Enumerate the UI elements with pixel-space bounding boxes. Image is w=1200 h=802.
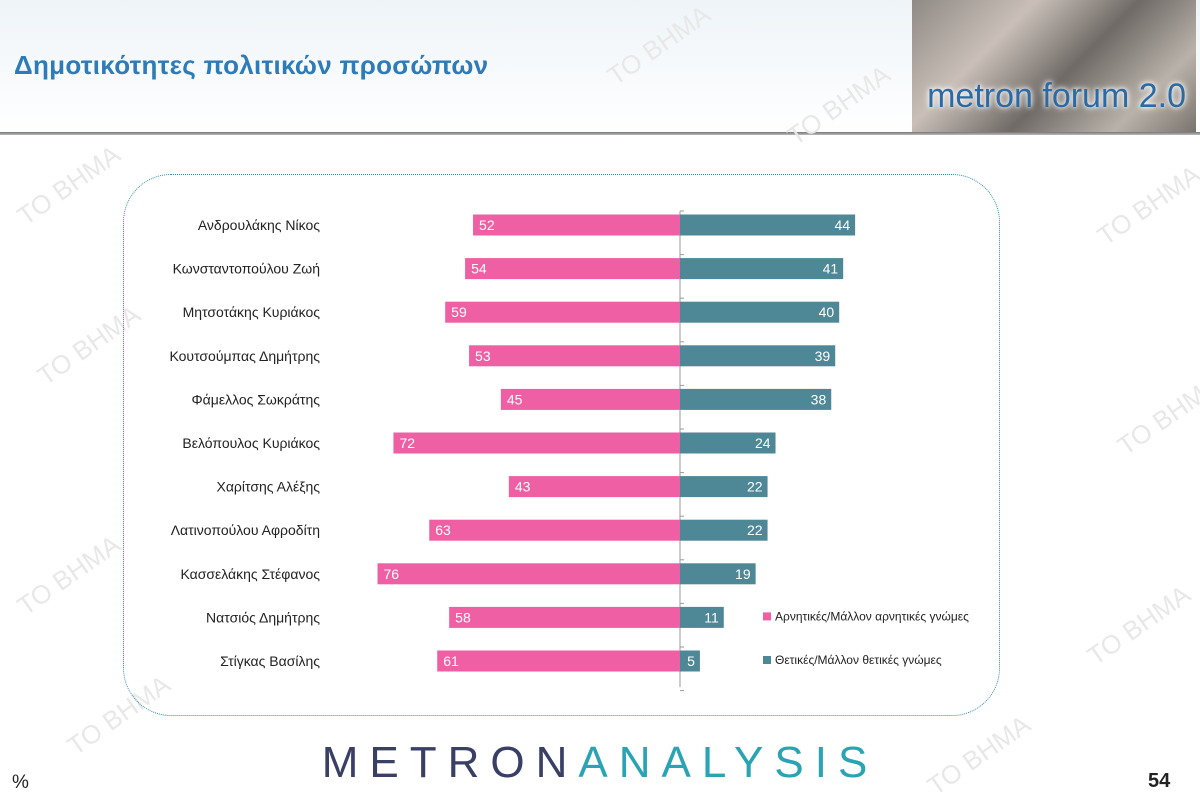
legend-label-positive: Θετικές/Μάλλον θετικές γνώμες	[775, 653, 942, 667]
data-label-positive: 22	[747, 479, 763, 495]
bar-positive	[680, 432, 776, 454]
banner-text: metron forum 2.0	[927, 77, 1186, 115]
data-label-negative: 72	[399, 435, 415, 451]
category-label: Μητσοτάκης Κυριάκος	[183, 304, 321, 320]
unit-label: %	[12, 772, 29, 793]
bar-negative	[445, 301, 680, 323]
category-label: Λατινοπούλου Αφροδίτη	[171, 522, 320, 538]
data-label-negative: 61	[443, 653, 459, 669]
bar-positive	[680, 258, 844, 280]
category-label: Στίγκας Βασίλης	[220, 653, 320, 669]
category-label: Κουτσούμπας Δημήτρης	[169, 348, 320, 364]
bar-negative	[429, 519, 680, 541]
bar-negative	[393, 432, 680, 454]
data-label-positive: 24	[755, 435, 771, 451]
data-label-positive: 5	[687, 653, 695, 669]
data-label-positive: 39	[815, 348, 831, 364]
bar-negative	[469, 345, 680, 367]
page-number: 54	[1148, 770, 1171, 792]
bar-positive	[680, 563, 756, 585]
category-label: Νατσιός Δημήτρης	[206, 609, 320, 625]
legend-label-negative: Αρνητικές/Μάλλον αρνητικές γνώμες	[775, 609, 969, 623]
data-label-positive: 22	[747, 522, 763, 538]
category-label: Ανδρουλάκης Νίκος	[198, 217, 320, 233]
category-label: Κωνσταντοπούλου Ζωή	[173, 261, 320, 277]
metron-analysis-logo: METRONANALYSIS	[321, 738, 879, 787]
chart-frame	[123, 174, 1000, 716]
bar-positive	[680, 301, 840, 323]
page-title: Δημοτικότητες πολιτικών προσώπων	[14, 50, 489, 80]
data-label-positive: 40	[819, 304, 835, 320]
data-label-negative: 53	[475, 348, 491, 364]
category-label: Χαρίτσης Αλέξης	[216, 479, 320, 495]
bar-negative	[465, 258, 680, 280]
category-label: Κασσελάκης Στέφανος	[180, 566, 320, 582]
data-label-negative: 52	[479, 217, 495, 233]
data-label-positive: 44	[835, 217, 851, 233]
bar-positive	[680, 345, 836, 367]
data-label-positive: 38	[811, 391, 827, 407]
data-label-positive: 19	[735, 566, 751, 582]
bar-negative	[377, 563, 680, 585]
legend-swatch-positive	[763, 656, 771, 664]
bar-negative	[473, 214, 680, 236]
bar-negative	[508, 476, 680, 498]
bar-negative	[437, 650, 680, 672]
data-label-negative: 63	[435, 522, 451, 538]
bar-positive	[680, 388, 832, 410]
category-label: Φάμελλος Σωκράτης	[192, 391, 321, 407]
bar-negative	[449, 606, 680, 628]
bar-positive	[680, 519, 768, 541]
category-label: Βελόπουλος Κυριάκος	[182, 435, 320, 451]
bar-negative	[500, 388, 680, 410]
bar-positive	[680, 650, 700, 672]
banner-image: metron forum 2.0	[912, 0, 1196, 132]
data-label-negative: 45	[507, 391, 523, 407]
data-label-positive: 41	[823, 261, 839, 277]
bar-positive	[680, 476, 768, 498]
data-label-negative: 76	[384, 566, 400, 582]
data-label-negative: 58	[455, 609, 471, 625]
legend-swatch-negative	[763, 612, 771, 621]
bar-positive	[680, 214, 856, 236]
data-label-negative: 59	[451, 304, 467, 320]
bar-positive	[680, 606, 724, 628]
data-label-negative: 54	[471, 261, 487, 277]
data-label-positive: 11	[704, 609, 719, 625]
data-label-negative: 43	[515, 479, 531, 495]
header-divider	[0, 132, 1200, 135]
